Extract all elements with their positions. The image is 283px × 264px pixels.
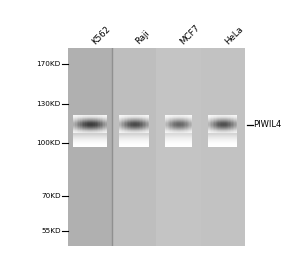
Bar — [119, 141, 149, 142]
Text: HeLa: HeLa — [223, 24, 245, 46]
Bar — [208, 144, 237, 145]
Bar — [74, 141, 107, 142]
Text: 70KD: 70KD — [41, 193, 61, 199]
Bar — [74, 140, 107, 141]
Text: 130KD: 130KD — [37, 101, 61, 107]
Bar — [208, 134, 237, 135]
Bar — [208, 145, 237, 146]
Bar — [119, 140, 149, 141]
Bar — [208, 146, 237, 147]
Bar — [74, 146, 107, 147]
Bar — [119, 137, 149, 138]
Bar — [165, 144, 192, 145]
Bar — [112, 48, 156, 246]
Bar — [208, 141, 237, 142]
Text: PIWIL4: PIWIL4 — [253, 120, 282, 129]
Bar — [74, 143, 107, 144]
Text: 100KD: 100KD — [37, 140, 61, 146]
Bar — [119, 136, 149, 137]
Bar — [74, 136, 107, 137]
Bar — [208, 143, 237, 144]
Text: 55KD: 55KD — [41, 228, 61, 234]
Bar — [165, 141, 192, 142]
Bar — [208, 142, 237, 143]
Bar — [119, 142, 149, 143]
Bar — [165, 134, 192, 135]
Bar — [119, 146, 149, 147]
Bar — [119, 139, 149, 140]
Text: K562: K562 — [90, 24, 112, 46]
Bar — [208, 137, 237, 138]
Bar — [165, 143, 192, 144]
Bar — [74, 144, 107, 145]
Bar — [208, 136, 237, 137]
Bar — [68, 48, 112, 246]
Bar — [119, 135, 149, 136]
Bar — [74, 139, 107, 140]
Bar — [165, 142, 192, 143]
Bar — [74, 135, 107, 136]
Bar — [74, 137, 107, 138]
Bar — [74, 138, 107, 139]
Text: Raji: Raji — [134, 29, 152, 46]
Bar — [165, 136, 192, 137]
Bar — [74, 134, 107, 135]
Bar — [119, 143, 149, 144]
Bar — [74, 142, 107, 143]
Bar — [165, 139, 192, 140]
Bar — [208, 138, 237, 139]
Text: 170KD: 170KD — [37, 61, 61, 67]
Bar — [201, 48, 245, 246]
Bar — [165, 138, 192, 139]
Bar — [156, 48, 201, 246]
Bar — [74, 145, 107, 146]
Bar — [165, 135, 192, 136]
Bar — [165, 146, 192, 147]
Bar — [208, 135, 237, 136]
Bar — [165, 137, 192, 138]
Bar — [165, 145, 192, 146]
Bar — [119, 138, 149, 139]
Bar — [208, 139, 237, 140]
Bar — [208, 140, 237, 141]
Bar — [165, 140, 192, 141]
Text: MCF7: MCF7 — [179, 23, 202, 46]
Bar — [119, 144, 149, 145]
Bar — [119, 134, 149, 135]
Bar — [119, 145, 149, 146]
